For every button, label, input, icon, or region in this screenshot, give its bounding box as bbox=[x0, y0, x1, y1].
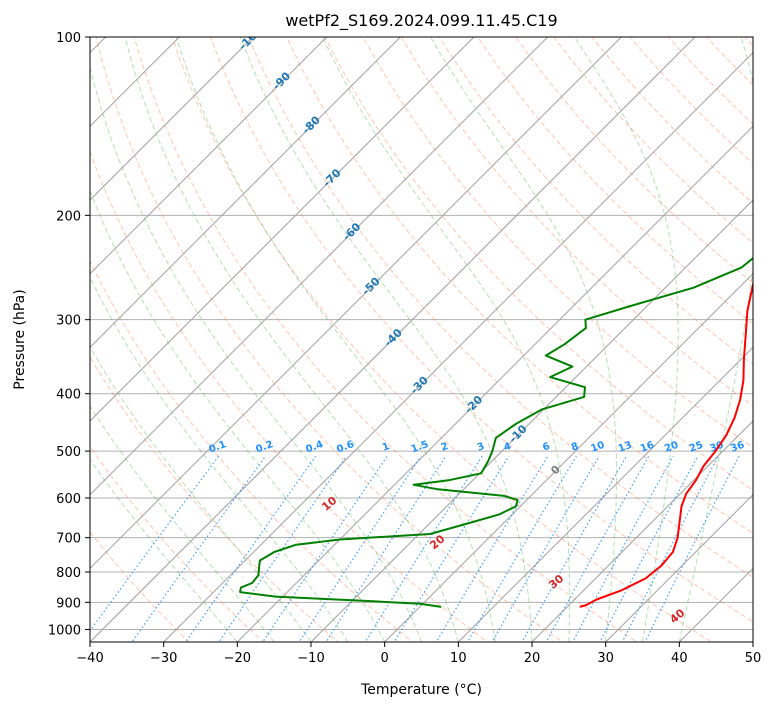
mixing-ratio-line bbox=[466, 455, 577, 642]
mixing-ratio-line bbox=[435, 455, 549, 642]
x-tick-label: 40 bbox=[671, 651, 688, 666]
moist-adiabat-line bbox=[430, 37, 617, 642]
plot-frame bbox=[89, 36, 754, 643]
moist-adiabat-line bbox=[322, 37, 571, 642]
chart-title: wetPf2_S169.2024.099.11.45.C19 bbox=[285, 11, 557, 31]
x-tick-label: 10 bbox=[450, 651, 467, 666]
mixing-ratio-label: 13 bbox=[617, 440, 634, 455]
dewpoint-profile-line bbox=[239, 256, 753, 608]
moist-adiabat-line bbox=[124, 37, 459, 642]
dry-adiabat-line bbox=[209, 37, 753, 623]
dry-adiabat-line bbox=[133, 37, 638, 642]
mixing-ratio-line bbox=[218, 455, 347, 642]
dry-adiabat-line bbox=[248, 37, 753, 578]
moist-adiabat-line bbox=[239, 37, 533, 642]
isotherm-line bbox=[90, 37, 622, 570]
isotherm-line bbox=[90, 37, 549, 496]
moist-adiabat-line bbox=[175, 37, 496, 642]
y-tick-label: 900 bbox=[56, 596, 81, 611]
isotherm-line bbox=[384, 272, 753, 642]
isotherm-line bbox=[90, 37, 696, 642]
dry-adiabat-line bbox=[90, 259, 414, 642]
mixing-ratio-line bbox=[491, 455, 600, 642]
isotherm-line bbox=[605, 493, 753, 642]
y-tick-label: 1000 bbox=[48, 623, 81, 638]
dry-adiabat-line bbox=[286, 37, 753, 534]
mixing-ratio-label: 8 bbox=[570, 441, 580, 454]
mixing-ratio-label: 6 bbox=[541, 441, 551, 454]
x-tick-label: 50 bbox=[745, 651, 762, 666]
dry-adiabat-line bbox=[770, 24, 775, 654]
isotherm-line bbox=[752, 641, 753, 642]
dry-adiabat-line bbox=[90, 531, 190, 642]
mixing-ratio-label: 10 bbox=[589, 440, 606, 455]
x-tick-label: −40 bbox=[76, 651, 103, 666]
y-tick-label: 100 bbox=[56, 31, 81, 46]
y-axis-label: Pressure (hPa) bbox=[12, 289, 28, 389]
x-tick-label: 20 bbox=[524, 651, 541, 666]
mixing-ratio-label: 2 bbox=[440, 441, 450, 454]
x-tick-label: −30 bbox=[150, 651, 177, 666]
isotherm-line bbox=[90, 37, 254, 201]
y-tick-label: 400 bbox=[56, 388, 81, 403]
plot-background bbox=[90, 37, 753, 642]
dry-adiabat-line bbox=[362, 37, 753, 449]
moist-adiabat-line bbox=[90, 405, 275, 642]
isotherm-line bbox=[90, 37, 401, 349]
isotherm-line bbox=[531, 420, 753, 642]
x-tick-label: 0 bbox=[381, 651, 389, 666]
isotherm-line bbox=[457, 346, 753, 642]
y-tick-label: 600 bbox=[56, 492, 81, 507]
mixing-ratio-line bbox=[325, 455, 447, 642]
mixing-ratio-label: 4 bbox=[502, 441, 512, 454]
moist-adiabat-line bbox=[90, 276, 349, 642]
y-tick-label: 800 bbox=[56, 566, 81, 581]
isotherm-line bbox=[236, 125, 753, 642]
dry-adiabat-line bbox=[324, 37, 753, 491]
y-tick-label: 500 bbox=[56, 445, 81, 460]
y-tick-label: 200 bbox=[56, 209, 81, 224]
dry-adiabat-line bbox=[400, 37, 753, 407]
isotherm-line bbox=[163, 51, 753, 642]
mixing-ratio-label: 3 bbox=[476, 441, 486, 454]
x-axis-label: Temperature (°C) bbox=[360, 682, 482, 698]
mixing-ratio-label: 36 bbox=[729, 440, 746, 455]
isotherm-line bbox=[90, 37, 475, 422]
x-tick-label: −20 bbox=[224, 651, 251, 666]
y-tick-label: 300 bbox=[56, 314, 81, 329]
mixing-ratio-label: 25 bbox=[688, 440, 705, 455]
mixing-ratio-line bbox=[572, 455, 674, 642]
mixing-ratio-line bbox=[90, 455, 220, 632]
mixing-ratio-line bbox=[393, 455, 510, 642]
mixing-ratio-label: 1 bbox=[381, 441, 391, 454]
dry-adiabat-line bbox=[95, 37, 564, 642]
mixing-ratio-line bbox=[298, 455, 422, 642]
dry-adiabat-line bbox=[90, 356, 340, 642]
mixing-ratio-line bbox=[364, 455, 483, 642]
isotherm-line bbox=[310, 199, 753, 642]
dry-adiabat-line bbox=[90, 445, 265, 642]
x-tick-label: −10 bbox=[297, 651, 324, 666]
x-tick-label: 30 bbox=[597, 651, 614, 666]
moist-adiabat-line bbox=[678, 37, 753, 642]
isotherm-line bbox=[90, 37, 328, 275]
mixing-ratio-line bbox=[262, 455, 388, 642]
mixing-ratio-line bbox=[185, 455, 317, 642]
temperature-profile-line bbox=[579, 280, 753, 608]
moist-adiabat-line bbox=[90, 458, 238, 642]
moist-adiabat-line bbox=[90, 65, 422, 642]
mixing-ratio-label: 20 bbox=[663, 440, 680, 455]
y-tick-label: 700 bbox=[56, 532, 81, 547]
moist-adiabat-line bbox=[574, 37, 679, 642]
mixing-ratio-label: 16 bbox=[639, 440, 656, 455]
